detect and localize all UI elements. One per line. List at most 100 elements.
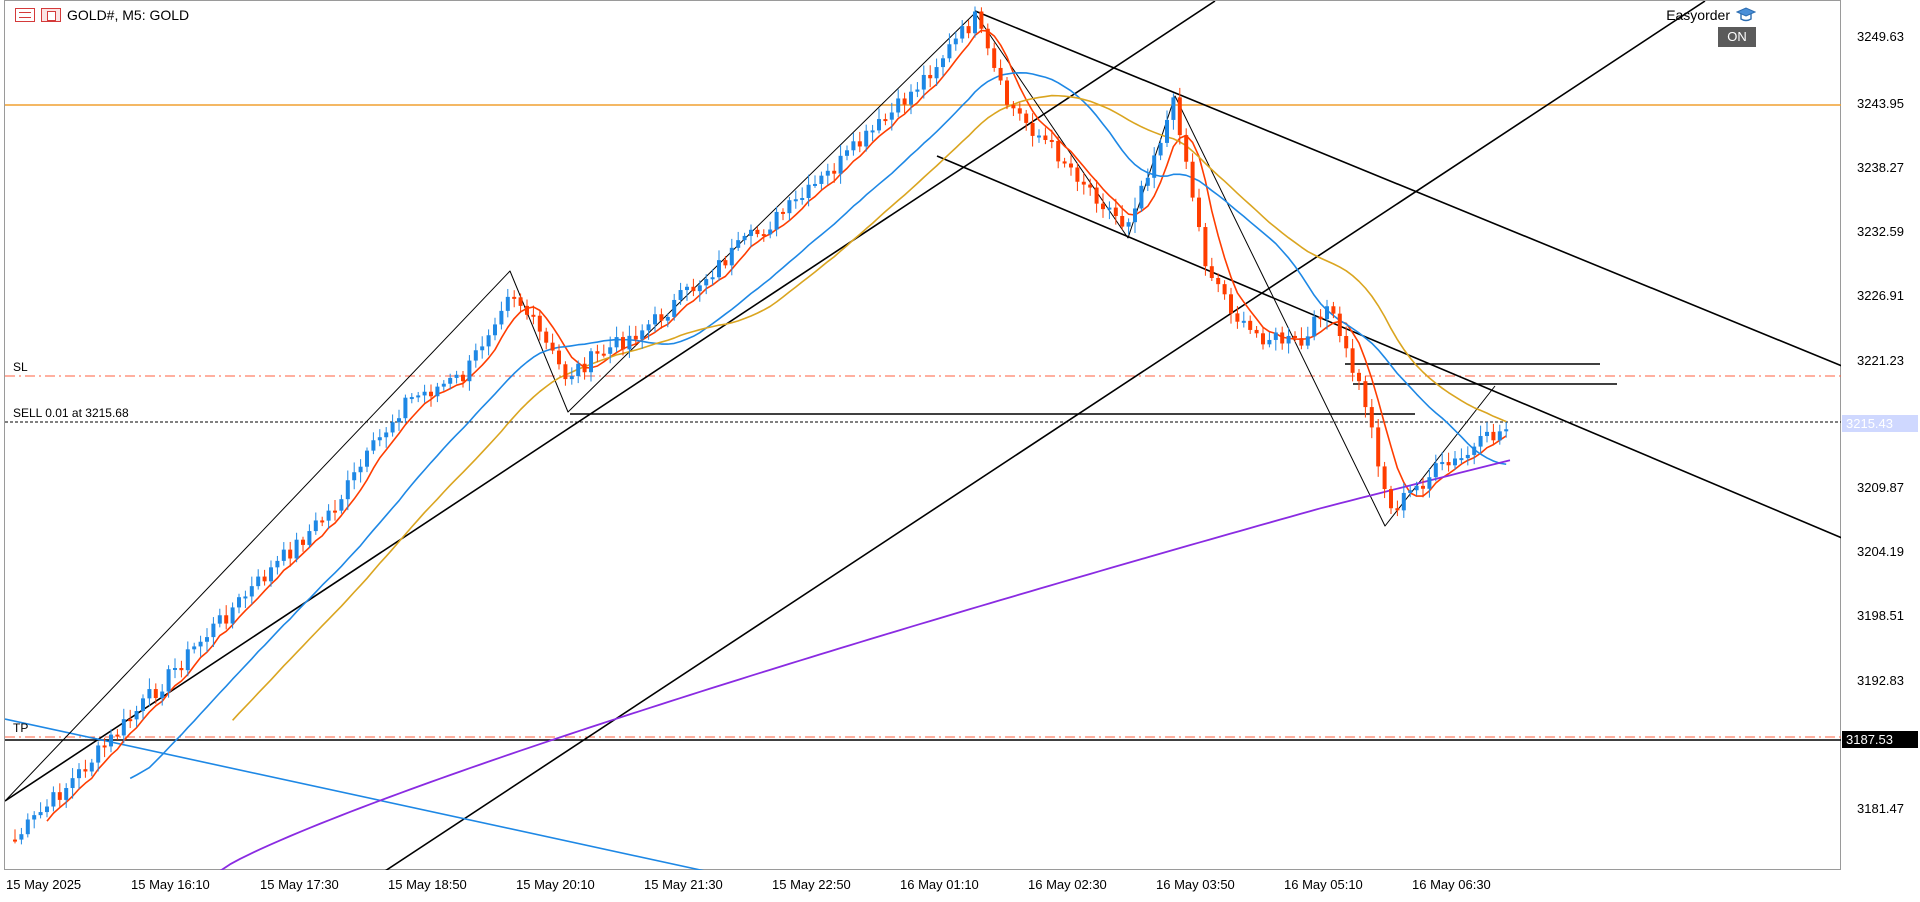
candle-body <box>313 520 318 532</box>
candle-body <box>1408 490 1413 493</box>
candle-body <box>550 342 555 351</box>
candle-body <box>1158 142 1163 156</box>
candle-body <box>294 539 299 559</box>
candle-body <box>755 229 760 235</box>
time-tick-label: 15 May 16:10 <box>131 877 210 892</box>
candle-body <box>614 337 619 348</box>
chart-area[interactable]: GOLD#, M5: GOLD Easyorder ON SL SELL 0.0… <box>4 0 1842 871</box>
uptrend-channel-upper-line <box>384 1 1706 871</box>
order-line-label[interactable]: SELL 0.01 at 3215.68 <box>13 406 129 420</box>
candle-body <box>1043 135 1048 140</box>
candle-body <box>179 667 184 671</box>
time-axis[interactable]: 15 May 2025 15 May 16:10 15 May 17:30 15… <box>4 870 1841 902</box>
candle-body <box>531 314 536 317</box>
price-tick-label: 3232.59 <box>1857 224 1904 239</box>
price-tick-label: 3221.23 <box>1857 353 1904 368</box>
candle-body <box>45 806 49 813</box>
candle-body <box>1184 135 1189 162</box>
time-tick-label: 15 May 2025 <box>6 877 82 892</box>
candle-body <box>1254 329 1259 334</box>
candle-body <box>1171 97 1176 120</box>
easyorder-toggle[interactable]: ON <box>1718 27 1756 47</box>
candle-body <box>1081 181 1086 185</box>
candle-body <box>461 374 465 382</box>
time-tick-label: 16 May 06:30 <box>1412 877 1491 892</box>
candle-body <box>1133 208 1137 223</box>
candle-body <box>678 290 683 300</box>
candle-body <box>627 335 632 350</box>
candle-body <box>1069 163 1073 168</box>
candle-body <box>1478 436 1483 447</box>
candle-body <box>742 235 747 241</box>
menu-icon[interactable] <box>15 8 35 22</box>
candle-body <box>787 200 792 214</box>
candle-body <box>838 155 843 174</box>
symbol-icon[interactable] <box>41 8 61 22</box>
candle-body <box>941 58 945 68</box>
candle-body <box>1453 458 1457 466</box>
candle-body <box>19 834 24 840</box>
candle-body <box>70 778 75 789</box>
candle-body <box>646 324 651 331</box>
candle-body <box>249 586 254 597</box>
price-tick-label: 3181.47 <box>1857 801 1904 816</box>
candle-body <box>38 812 43 816</box>
candle-body <box>397 418 401 423</box>
candle-body <box>870 130 875 133</box>
chart-header: GOLD#, M5: GOLD <box>15 7 189 23</box>
candle-body <box>1216 277 1221 285</box>
candle-body <box>480 346 485 351</box>
price-tick-label: 3209.87 <box>1857 480 1904 495</box>
candle-body <box>429 391 433 397</box>
candle-body <box>230 607 235 624</box>
candle-body <box>1113 207 1118 216</box>
candle-body <box>1030 122 1035 136</box>
graduation-cap-icon <box>1736 7 1756 22</box>
candle-body <box>544 331 549 343</box>
candle-body <box>128 719 133 722</box>
candle-body <box>832 170 837 174</box>
candle-body <box>1427 477 1432 489</box>
candle-body <box>109 734 113 747</box>
candle-body <box>1299 338 1304 346</box>
candle-body <box>653 314 657 325</box>
time-tick-label: 15 May 20:10 <box>516 877 595 892</box>
candle-body <box>102 745 107 748</box>
candle-body <box>672 299 677 317</box>
candle-body <box>371 440 376 451</box>
candle-body <box>1056 140 1061 162</box>
candle-body <box>569 376 574 380</box>
candle-body <box>269 567 273 582</box>
candle-body <box>435 386 440 397</box>
candle-body <box>998 67 1003 81</box>
candle-body <box>1318 316 1323 320</box>
candle-body <box>153 689 158 699</box>
candle-body <box>729 247 734 266</box>
candle-body <box>1005 80 1009 105</box>
easyorder-label: Easyorder <box>1666 7 1730 23</box>
time-tick-label: 16 May 02:30 <box>1028 877 1107 892</box>
time-tick-label: 15 May 21:30 <box>644 877 723 892</box>
easyorder-panel[interactable]: Easyorder <box>1666 7 1756 23</box>
price-axis[interactable]: 3249.63 3243.95 3238.27 3232.59 3226.91 … <box>1841 0 1920 870</box>
chart-canvas[interactable] <box>5 1 1842 871</box>
candle-body <box>512 296 517 299</box>
candle-body <box>877 119 881 131</box>
candle-body <box>1261 333 1265 345</box>
candle-body <box>1504 429 1509 432</box>
candle-body <box>1337 313 1342 337</box>
candle-body <box>563 364 568 380</box>
time-tick-label: 15 May 18:50 <box>388 877 467 892</box>
candle-body <box>800 197 805 200</box>
candle-body <box>1357 372 1361 382</box>
candle-body <box>288 549 293 559</box>
candle-body <box>640 330 645 340</box>
sl-line-label: SL <box>13 360 28 374</box>
candle-body <box>691 286 696 292</box>
candle-body <box>307 531 312 545</box>
ma-slow-line <box>232 94 1507 721</box>
candle-body <box>1241 320 1246 323</box>
downtrend-channel-upper-line <box>974 10 1842 367</box>
price-tick-label: 3198.51 <box>1857 608 1904 623</box>
candle-body <box>1101 203 1105 210</box>
